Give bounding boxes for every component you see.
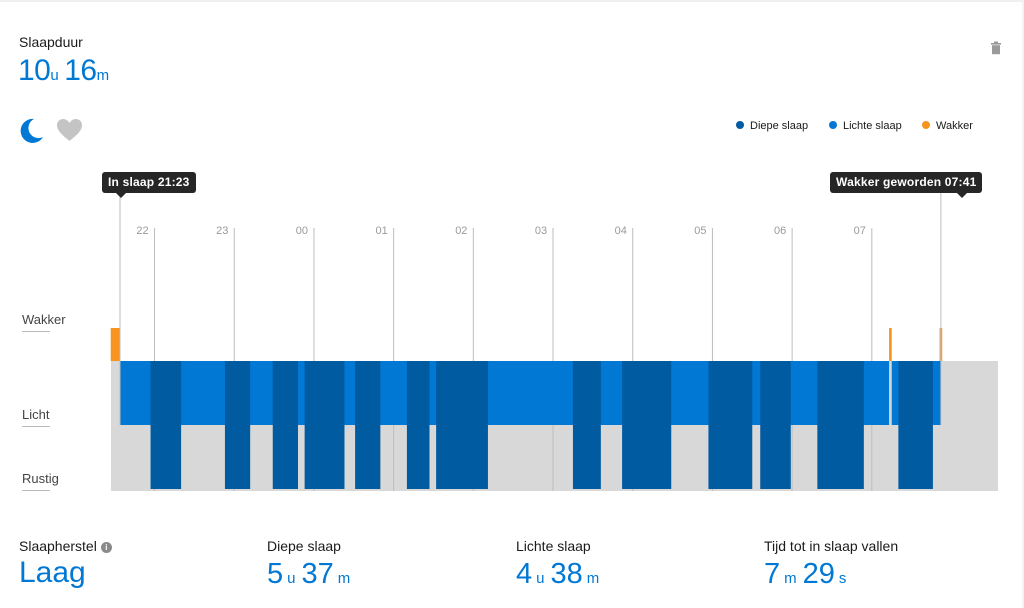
deep-sleep-segment — [224, 361, 251, 489]
stat-light-sleep: Lichte slaap 4 u 38 m — [516, 538, 605, 591]
legend-label-awake: Wakker — [936, 120, 973, 132]
legend-dot-deep — [736, 121, 744, 129]
legend-label-deep: Diepe slaap — [750, 120, 809, 132]
stat-sleep-recovery: Slaapherstel i Laag — [19, 538, 112, 590]
deep-sleep-segment — [304, 361, 345, 489]
hour-tick-label: 01 — [376, 225, 388, 237]
duration-minutes: 16 — [64, 54, 97, 87]
deep-sleep-segment — [406, 361, 430, 489]
info-icon[interactable]: i — [100, 542, 112, 553]
stat-time-to-fall-asleep: Tijd tot in slaap vallen 7 m 29 s — [764, 538, 898, 591]
stat-fall-seconds-unit: s — [838, 570, 847, 587]
deep-sleep-segment — [572, 361, 601, 489]
row-label-light: Licht — [22, 407, 51, 427]
row-label-deep: Rustig — [22, 471, 59, 491]
stat-fall-label: Tijd tot in slaap vallen — [764, 538, 899, 554]
top-border — [0, 0, 1024, 2]
deep-sleep-segment — [760, 361, 791, 489]
moon-icon[interactable] — [20, 118, 44, 144]
stat-deep-value: 5 u 37 m — [267, 558, 356, 591]
stat-deep-hours: 5 — [267, 558, 284, 590]
stat-deep-minutes-unit: m — [337, 570, 351, 587]
legend-dot-light — [829, 121, 837, 129]
hour-tick-label: 00 — [296, 225, 308, 237]
stat-fall-minutes-unit: m — [784, 570, 797, 587]
heart-icon[interactable] — [56, 118, 83, 142]
stat-light-minutes-unit: m — [586, 570, 600, 587]
deep-sleep-segment — [272, 361, 298, 489]
duration-hours: 10 — [18, 54, 51, 87]
stat-light-minutes: 38 — [550, 558, 583, 590]
deep-sleep-segment — [708, 361, 753, 489]
legend-light-sleep: Lichte slaap — [829, 120, 902, 134]
legend-awake: Wakker — [922, 120, 973, 134]
stat-recovery-value: Laag — [19, 556, 86, 589]
deep-sleep-segment — [898, 361, 933, 489]
stat-fall-value: 7 m 29 s — [764, 558, 898, 591]
stat-light-hours-unit: u — [536, 570, 545, 587]
hour-tick-label: 07 — [854, 225, 866, 237]
deep-sleep-segment — [436, 361, 488, 489]
hour-tick-label: 22 — [136, 225, 148, 237]
legend-label-light: Lichte slaap — [843, 120, 902, 132]
stat-deep-minutes: 37 — [301, 558, 334, 590]
trash-icon[interactable] — [990, 41, 1002, 55]
hour-tick-label: 23 — [216, 225, 228, 237]
awake-segment — [889, 328, 892, 361]
duration-minutes-unit: m — [96, 67, 110, 84]
stat-recovery-label: Slaapherstel — [19, 538, 97, 554]
stat-light-value: 4 u 38 m — [516, 558, 605, 591]
stat-deep-sleep: Diepe slaap 5 u 37 m — [267, 538, 356, 591]
hour-tick-label: 06 — [774, 225, 786, 237]
stat-light-label: Lichte slaap — [516, 538, 591, 554]
stat-fall-minutes: 7 — [764, 558, 781, 590]
sleep-duration-value: 10u 16m — [18, 54, 115, 88]
duration-hours-unit: u — [50, 67, 59, 84]
sleep-duration-label: Slaapduur — [19, 34, 83, 50]
stat-light-hours: 4 — [516, 558, 533, 590]
deep-sleep-segment — [622, 361, 672, 489]
hour-tick-label: 02 — [455, 225, 467, 237]
legend-dot-awake — [922, 121, 930, 129]
hour-tick-label: 05 — [694, 225, 706, 237]
wake-up-tooltip: Wakker geworden 07:41 — [830, 172, 983, 198]
right-border — [1022, 0, 1024, 608]
hour-tick-label: 04 — [615, 225, 627, 237]
awake-segment — [110, 328, 120, 361]
hour-tick-label: 03 — [535, 225, 547, 237]
stat-deep-hours-unit: u — [287, 570, 296, 587]
stat-deep-label: Diepe slaap — [267, 538, 341, 554]
deep-sleep-segment — [150, 361, 182, 489]
legend-deep-sleep: Diepe slaap — [736, 120, 808, 134]
stat-recovery-label-row: Slaapherstel i — [19, 538, 112, 554]
stat-fall-seconds: 29 — [802, 558, 835, 590]
row-label-awake: Wakker — [22, 312, 66, 332]
deep-sleep-segment — [355, 361, 381, 489]
sleep-start-tooltip: In slaap 21:23 — [102, 172, 196, 198]
deep-sleep-segment — [817, 361, 864, 489]
